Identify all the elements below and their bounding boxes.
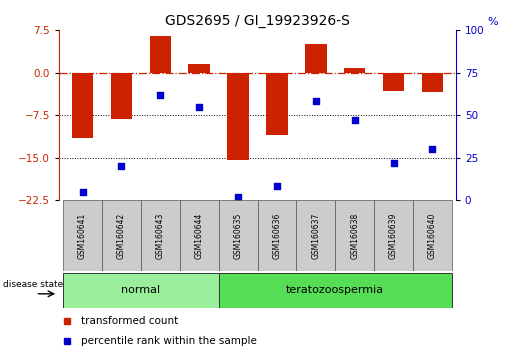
Bar [422, 73, 443, 92]
Bar [141, 200, 180, 271]
Bar [150, 36, 171, 73]
Bar [219, 200, 258, 271]
Point [156, 92, 164, 97]
Bar [63, 200, 102, 271]
Bar [63, 273, 219, 308]
Text: teratozoospermia: teratozoospermia [286, 285, 384, 295]
Bar [102, 200, 141, 271]
Text: GSM160639: GSM160639 [389, 212, 398, 259]
Bar [344, 68, 365, 73]
Point [195, 104, 203, 109]
Bar [266, 73, 288, 135]
Title: GDS2695 / GI_19923926-S: GDS2695 / GI_19923926-S [165, 14, 350, 28]
Text: disease state: disease state [3, 280, 63, 290]
Text: %: % [488, 17, 498, 27]
Bar [188, 64, 210, 73]
Text: GSM160635: GSM160635 [234, 212, 243, 259]
Point [312, 99, 320, 104]
Bar [413, 200, 452, 271]
Text: GSM160640: GSM160640 [428, 212, 437, 259]
Text: GSM160641: GSM160641 [78, 212, 87, 258]
Text: transformed count: transformed count [81, 316, 178, 326]
Bar [111, 73, 132, 119]
Point [234, 194, 242, 199]
Bar [180, 200, 219, 271]
Bar [305, 44, 327, 73]
Text: percentile rank within the sample: percentile rank within the sample [81, 336, 257, 346]
Bar [72, 73, 93, 138]
Text: GSM160644: GSM160644 [195, 212, 204, 259]
Bar [227, 73, 249, 160]
Text: GSM160637: GSM160637 [311, 212, 320, 259]
Text: GSM160643: GSM160643 [156, 212, 165, 259]
Bar [219, 273, 452, 308]
Bar [383, 73, 404, 91]
Point [117, 163, 126, 169]
Text: GSM160638: GSM160638 [350, 212, 359, 258]
Text: normal: normal [122, 285, 161, 295]
Bar [335, 200, 374, 271]
Point [78, 189, 87, 194]
Bar [258, 200, 296, 271]
Point [389, 160, 398, 165]
Text: GSM160642: GSM160642 [117, 212, 126, 258]
Point [273, 184, 281, 189]
Point [351, 117, 359, 123]
Bar [296, 200, 335, 271]
Point [428, 146, 437, 152]
Text: GSM160636: GSM160636 [272, 212, 281, 259]
Bar [374, 200, 413, 271]
